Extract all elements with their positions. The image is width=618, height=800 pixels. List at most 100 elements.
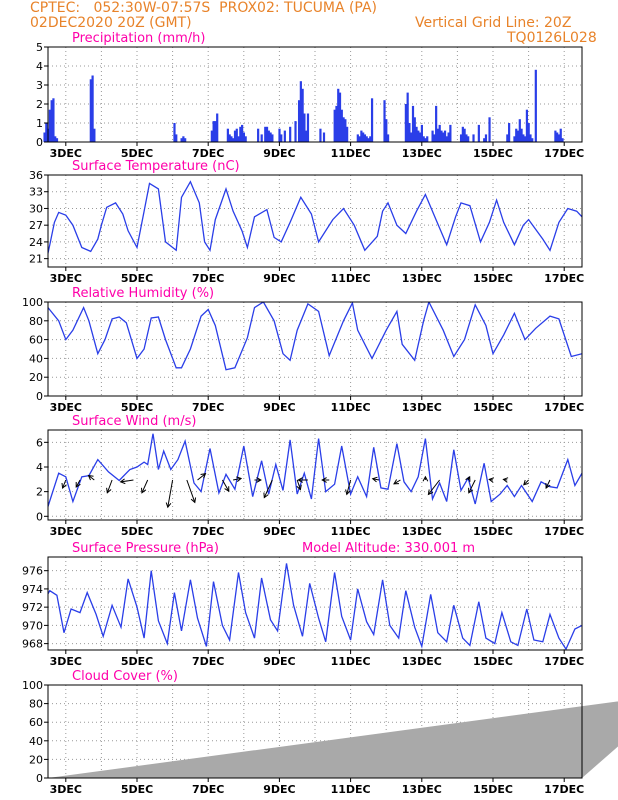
precip-bar	[488, 117, 491, 142]
cloud-cover-area	[48, 701, 618, 778]
wind-arrow	[502, 477, 509, 483]
precip-bar	[443, 130, 447, 142]
precip-bar	[449, 124, 452, 142]
x-tick-label: 7DEC	[192, 525, 224, 538]
precip-bar	[472, 134, 475, 142]
precip-bar	[294, 121, 297, 142]
x-tick-label: 3DEC	[50, 147, 82, 160]
x-tick-label: 17DEC	[544, 525, 584, 538]
wind-arrow	[488, 477, 495, 483]
y-tick-label: 5	[36, 41, 43, 54]
precip-bar	[424, 138, 427, 142]
y-tick-label: 2	[36, 98, 43, 111]
precip-bar	[228, 134, 231, 142]
precip-bar	[210, 130, 213, 142]
precip-bar	[182, 136, 185, 142]
y-tick-label: 3	[36, 79, 43, 92]
run-time: 02DEC2020 20Z (GMT)	[30, 15, 192, 31]
precip-bar	[299, 81, 302, 142]
panel-frame	[47, 556, 583, 651]
panel-title: Precipitation (mm/h)	[72, 31, 205, 46]
x-tick-label: 15DEC	[473, 525, 513, 538]
precip-bar	[370, 98, 374, 142]
x-tick-label: 13DEC	[402, 147, 442, 160]
wind-arrow	[75, 479, 81, 488]
precip-bar	[422, 136, 425, 142]
x-tick-label: 5DEC	[121, 401, 153, 414]
precip-bar	[269, 132, 272, 142]
precip-bar	[180, 138, 183, 142]
precip-bar	[305, 130, 308, 142]
panel-frame	[47, 46, 583, 143]
precip-bar	[557, 134, 561, 142]
x-tick-label: 13DEC	[402, 655, 442, 668]
y-tick-label: 970	[22, 619, 43, 632]
y-tick-label: 968	[22, 638, 43, 651]
wind-arrow	[165, 479, 174, 509]
y-tick-label: 30	[29, 202, 43, 215]
precip-bar	[465, 134, 468, 142]
precip-bar	[515, 128, 518, 142]
y-tick-label: 976	[22, 565, 43, 578]
precip-bar	[556, 132, 559, 142]
precip-bar	[554, 130, 557, 142]
y-tick-label: 972	[22, 601, 43, 614]
y-tick-label: 100	[22, 296, 43, 309]
y-tick-label: 33	[29, 186, 43, 199]
precip-bar	[431, 130, 434, 142]
x-tick-label: 11DEC	[331, 401, 371, 414]
precip-bar	[333, 109, 336, 142]
precip-bar	[369, 136, 372, 142]
x-tick-label: 5DEC	[121, 272, 153, 285]
precip-bar	[406, 92, 409, 142]
wind-arrow	[61, 479, 67, 489]
wind-arrow	[119, 478, 134, 485]
precip-bar	[561, 138, 564, 142]
series-line	[48, 563, 582, 650]
x-tick-label: 15DEC	[473, 147, 513, 160]
x-tick-label: 9DEC	[263, 783, 295, 796]
wind-arrow	[545, 479, 551, 489]
precip-bar	[303, 113, 306, 142]
x-tick-label: 3DEC	[50, 783, 82, 796]
precip-bar	[297, 100, 301, 142]
precip-bar	[529, 134, 532, 142]
precip-bar	[212, 121, 215, 142]
wind-arrow	[468, 479, 476, 494]
precip-bar	[506, 134, 509, 142]
x-tick-label: 7DEC	[192, 147, 224, 160]
x-tick-label: 15DEC	[473, 272, 513, 285]
precip-bar	[413, 117, 416, 142]
precip-bar	[433, 134, 436, 142]
panel-title: Surface Temperature (nC)	[72, 159, 240, 174]
precip-bar	[214, 121, 217, 142]
panel-frame	[47, 174, 583, 268]
precip-bar	[91, 75, 94, 142]
x-tick-label: 5DEC	[121, 655, 153, 668]
precip-bar	[358, 136, 361, 142]
wind-arrow	[297, 477, 308, 483]
x-tick-label: 13DEC	[402, 401, 442, 414]
x-tick-label: 3DEC	[50, 401, 82, 414]
precip-bar	[235, 128, 238, 142]
y-tick-label: 974	[22, 583, 43, 596]
y-tick-label: 0	[36, 510, 43, 523]
y-tick-label: 60	[29, 716, 43, 729]
precip-bar	[257, 128, 260, 142]
x-tick-label: 11DEC	[331, 783, 371, 796]
panel-3: Relative Humidity (%) 0 20 40 60 80 100 3DEC 5DE…	[22, 286, 584, 414]
precip-bar	[239, 126, 242, 142]
precip-bar	[534, 69, 537, 142]
precip-bar	[360, 130, 363, 142]
precip-bar	[404, 104, 407, 142]
wind-arrow	[371, 476, 380, 483]
precip-bar	[365, 136, 368, 142]
y-tick-label: 80	[29, 315, 43, 328]
precip-bar	[367, 138, 370, 142]
panel-title: Surface Pressure (hPa)	[72, 541, 219, 556]
precip-bar	[265, 126, 269, 142]
precip-bar	[445, 136, 448, 142]
y-tick-label: 20	[29, 371, 43, 384]
precip-bar	[319, 128, 322, 142]
